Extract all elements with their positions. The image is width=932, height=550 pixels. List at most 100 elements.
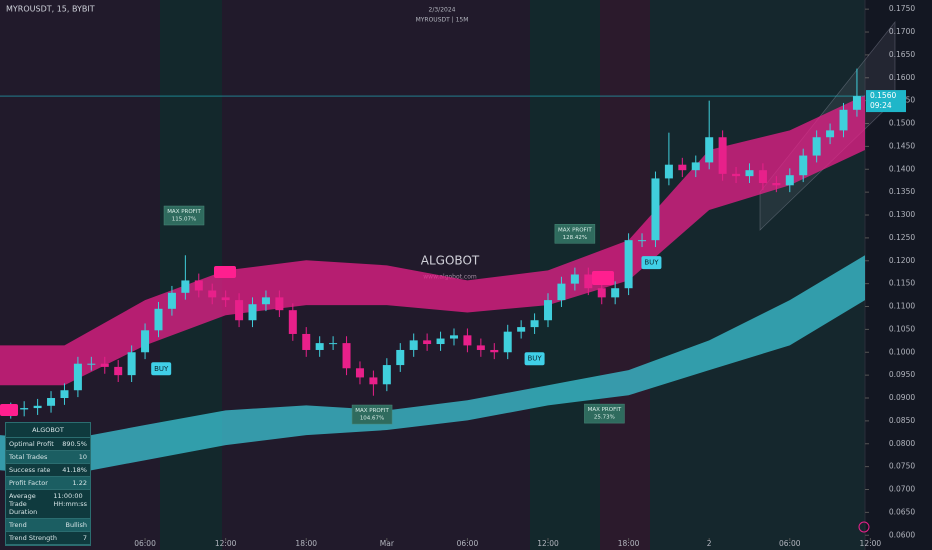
candle-body xyxy=(503,331,512,353)
y-tick-label: 0.0950 xyxy=(889,370,915,379)
annotation-box xyxy=(554,224,596,244)
candle-body xyxy=(141,330,150,353)
candle-body xyxy=(517,327,526,332)
candle-body xyxy=(570,274,579,284)
candle-body xyxy=(745,170,754,177)
candle-body xyxy=(396,349,405,366)
y-tick-label: 0.1600 xyxy=(889,73,915,82)
y-tick-label: 0.1500 xyxy=(889,119,915,128)
table-row: Success rate 41.18% xyxy=(6,464,90,477)
y-tick-label: 0.1200 xyxy=(889,256,915,265)
candle-body xyxy=(409,340,418,350)
x-tick-label: 12:00 xyxy=(860,539,882,548)
candle-body xyxy=(235,300,244,321)
candle-body xyxy=(812,137,821,156)
y-tick-label: 0.0750 xyxy=(889,462,915,471)
x-tick-label: 2 xyxy=(707,539,712,548)
candle-body xyxy=(329,343,338,345)
sell-marker xyxy=(0,404,18,416)
candle-body xyxy=(114,366,123,376)
candle-body xyxy=(691,162,700,171)
x-tick-label: 12:00 xyxy=(537,539,559,548)
candle-body xyxy=(611,288,620,298)
watermark-title: ALGOBOT xyxy=(421,254,480,268)
candle-body xyxy=(490,349,499,353)
candle-body xyxy=(584,274,593,289)
y-tick-label: 0.1450 xyxy=(889,141,915,150)
candle-body xyxy=(758,170,767,183)
x-tick-label: 06:00 xyxy=(779,539,801,548)
x-tick-label: 18:00 xyxy=(295,539,317,548)
session-shade xyxy=(650,0,865,550)
row-value: 11:00:00 HH:mm:ss xyxy=(53,492,87,508)
table-row: Trend Strength 7 xyxy=(6,532,90,545)
annotation-profit: 128.42% xyxy=(563,235,587,241)
buy-marker xyxy=(151,362,172,376)
y-tick-label: 0.1000 xyxy=(889,347,915,356)
annotation-title: MAX PROFIT xyxy=(588,407,622,413)
symbol: MYROUSDT, 15, BYBIT xyxy=(6,5,95,14)
y-tick-label: 0.0850 xyxy=(889,416,915,425)
candle-body xyxy=(342,343,351,369)
candle-body xyxy=(449,335,458,339)
candle-body xyxy=(221,297,230,301)
candle-body xyxy=(248,304,257,321)
candle-body xyxy=(732,173,741,177)
candle-body xyxy=(181,280,190,293)
last-price-box xyxy=(866,90,906,113)
candle-body xyxy=(718,137,727,174)
row-label: Optimal Profit xyxy=(9,440,54,448)
row-label: Trend Strength xyxy=(9,534,57,542)
candle-body xyxy=(47,398,56,406)
annotation-box xyxy=(163,205,205,226)
y-tick-label: 0.0800 xyxy=(889,439,915,448)
x-tick-label: 06:00 xyxy=(457,539,479,548)
y-tick-label: 0.1100 xyxy=(889,302,915,311)
table-row: Profit Factor 1.22 xyxy=(6,477,90,490)
y-tick-label: 0.1300 xyxy=(889,210,915,219)
x-tick-label: 06:00 xyxy=(134,539,156,548)
candle-body xyxy=(355,368,364,378)
annotation-box xyxy=(584,403,625,424)
candle-body xyxy=(544,300,553,321)
candle-body xyxy=(167,292,176,309)
buy-label: BUY xyxy=(527,355,542,363)
candle-body xyxy=(33,405,42,409)
candle-body xyxy=(597,288,606,298)
candle-body xyxy=(463,335,472,346)
row-value: 41.18% xyxy=(62,466,87,474)
buy-label: BUY xyxy=(644,259,659,267)
band xyxy=(0,95,865,386)
row-value: Bullish xyxy=(65,521,87,529)
candle-body xyxy=(73,363,82,391)
table-row: Average Trade Duration 11:00:00 HH:mm:ss xyxy=(6,490,90,519)
candle-body xyxy=(557,283,566,301)
x-tick-label: 18:00 xyxy=(618,539,640,548)
stats-table: ALGOBOT Optimal Profit 890.5% Total Trades… xyxy=(5,422,91,546)
row-value: 890.5% xyxy=(62,440,87,448)
candle-body xyxy=(382,365,391,385)
annotation-profit: 104.67% xyxy=(360,416,384,422)
annotation-box xyxy=(351,404,393,425)
y-tick-label: 0.0650 xyxy=(889,507,915,516)
candle-body xyxy=(826,130,835,138)
table-title: ALGOBOT xyxy=(6,423,90,438)
annotation-profit: 25.73% xyxy=(594,415,615,421)
candle-body xyxy=(852,96,861,110)
x-tick-label: Mar xyxy=(380,539,395,548)
candle-body xyxy=(127,352,136,376)
candle-body xyxy=(664,164,673,179)
y-tick-label: 0.1700 xyxy=(889,27,915,36)
band xyxy=(0,255,865,476)
candle-body xyxy=(423,340,432,345)
row-value: 10 xyxy=(78,453,87,461)
last-price-label: 0.1560 xyxy=(870,91,896,100)
candle-body xyxy=(288,310,297,334)
y-tick-label: 0.1650 xyxy=(889,50,915,59)
row-label: Trend xyxy=(9,521,27,529)
watermark-url: www.algobot.com xyxy=(423,274,477,281)
date: 2/3/2024 xyxy=(429,7,456,14)
candle-body xyxy=(154,308,163,331)
